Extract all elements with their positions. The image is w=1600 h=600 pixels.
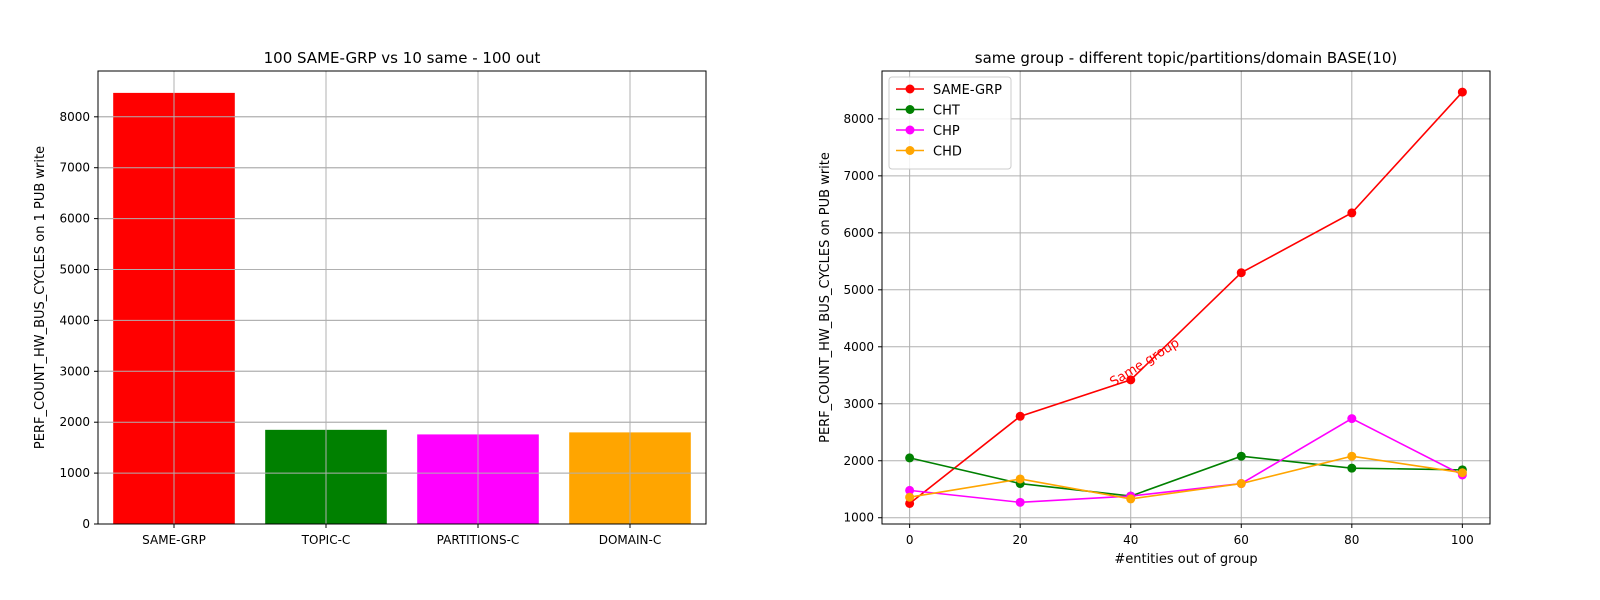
- series-line-cht: [909, 455, 1463, 497]
- y-tick-label: 5000: [843, 283, 874, 297]
- y-tick-label: 6000: [59, 212, 90, 226]
- series-line-chd: [909, 455, 1463, 500]
- y-tick-label: 4000: [843, 340, 874, 354]
- data-point-chd: [1236, 479, 1246, 489]
- y-tick-label: 7000: [59, 161, 90, 175]
- y-tick-label: 8000: [843, 112, 874, 126]
- line-chart-legend: SAME-GRP CHT CHP CHD: [888, 76, 1012, 170]
- data-point-same-grp: [1126, 375, 1136, 385]
- data-point-same-grp: [1236, 268, 1246, 278]
- bar-chart-title: 100 SAME-GRP vs 10 same - 100 out: [264, 49, 541, 67]
- data-point-cht: [905, 453, 915, 463]
- y-tick-label: 0: [82, 517, 90, 531]
- data-point-chd: [1126, 494, 1136, 504]
- line-chart-series: [905, 87, 1467, 508]
- y-tick-label: 4000: [59, 313, 90, 327]
- line-chart-x-axis-label: #entities out of group: [1114, 552, 1257, 567]
- series-line-chp: [909, 417, 1463, 504]
- legend-box: [888, 76, 1012, 170]
- data-point-same-grp: [1347, 208, 1357, 218]
- bar-chart-bars: [98, 71, 706, 525]
- data-point-chp: [905, 485, 915, 495]
- x-tick-label: 0: [906, 533, 914, 547]
- x-tick-label: TOPIC-C: [301, 533, 351, 547]
- y-tick-label: 1000: [59, 466, 90, 480]
- x-tick-label: 20: [1013, 533, 1028, 547]
- bar-chart-ticks: 0 1000 2000 3000 4000 5000 6000 7000 8000 SAME-GR…: [59, 110, 661, 547]
- legend-marker-chd: [905, 146, 915, 155]
- y-tick-label: 2000: [59, 415, 90, 429]
- y-tick-label: 2000: [843, 454, 874, 468]
- x-tick-label: SAME-GRP: [142, 533, 206, 547]
- line-chart-frame: [881, 70, 1491, 525]
- x-tick-label: PARTITIONS-C: [437, 533, 520, 547]
- data-point-chd: [905, 492, 915, 502]
- data-point-cht: [1347, 463, 1357, 473]
- x-tick-label: 80: [1344, 533, 1359, 547]
- data-point-chd: [1015, 474, 1025, 484]
- legend-label-cht: CHT: [933, 104, 960, 119]
- bar-chart-frame: [97, 70, 707, 525]
- legend-label-same-grp: SAME-GRP: [933, 83, 1002, 98]
- legend-label-chp: CHP: [933, 124, 960, 139]
- data-point-same-grp: [905, 498, 915, 508]
- y-tick-label: 1000: [843, 511, 874, 525]
- line-chart-y-axis-label: PERF_COUNT_HW_BUS_CYCLES on PUB write: [818, 152, 833, 443]
- data-point-chd: [1457, 468, 1467, 478]
- legend-marker-same-grp: [905, 84, 915, 94]
- y-tick-label: 7000: [843, 169, 874, 183]
- data-point-chp: [1015, 497, 1025, 507]
- data-point-chp: [1347, 414, 1357, 424]
- y-tick-label: 8000: [59, 110, 90, 124]
- legend-marker-chp: [905, 125, 915, 135]
- x-tick-label: 60: [1234, 533, 1249, 547]
- series-line-same-grp: [909, 91, 1463, 505]
- bar-chart: 0 1000 2000 3000 4000 5000 6000 7000 8000 SAME-GR…: [33, 49, 707, 547]
- y-tick-label: 3000: [59, 364, 90, 378]
- x-tick-label: DOMAIN-C: [599, 533, 661, 547]
- x-tick-label: 40: [1123, 533, 1138, 547]
- legend-label-chd: CHD: [933, 145, 962, 160]
- y-tick-label: 3000: [843, 397, 874, 411]
- data-point-same-grp: [1015, 411, 1025, 421]
- y-tick-label: 5000: [59, 263, 90, 277]
- line-chart-ticks: 1000 2000 3000 4000 5000 6000 7000 8000 0 20 40 60 8…: [843, 112, 1473, 547]
- x-tick-label: 100: [1451, 533, 1474, 547]
- data-point-chd: [1347, 451, 1357, 461]
- y-tick-label: 6000: [843, 226, 874, 240]
- data-point-cht: [1236, 451, 1246, 461]
- bar-chart-y-axis-label: PERF_COUNT_HW_BUS_CYCLES on 1 PUB write: [33, 146, 48, 449]
- data-point-same-grp: [1457, 87, 1467, 97]
- line-chart-title: same group - different topic/partitions/…: [975, 49, 1397, 67]
- legend-marker-cht: [905, 105, 915, 114]
